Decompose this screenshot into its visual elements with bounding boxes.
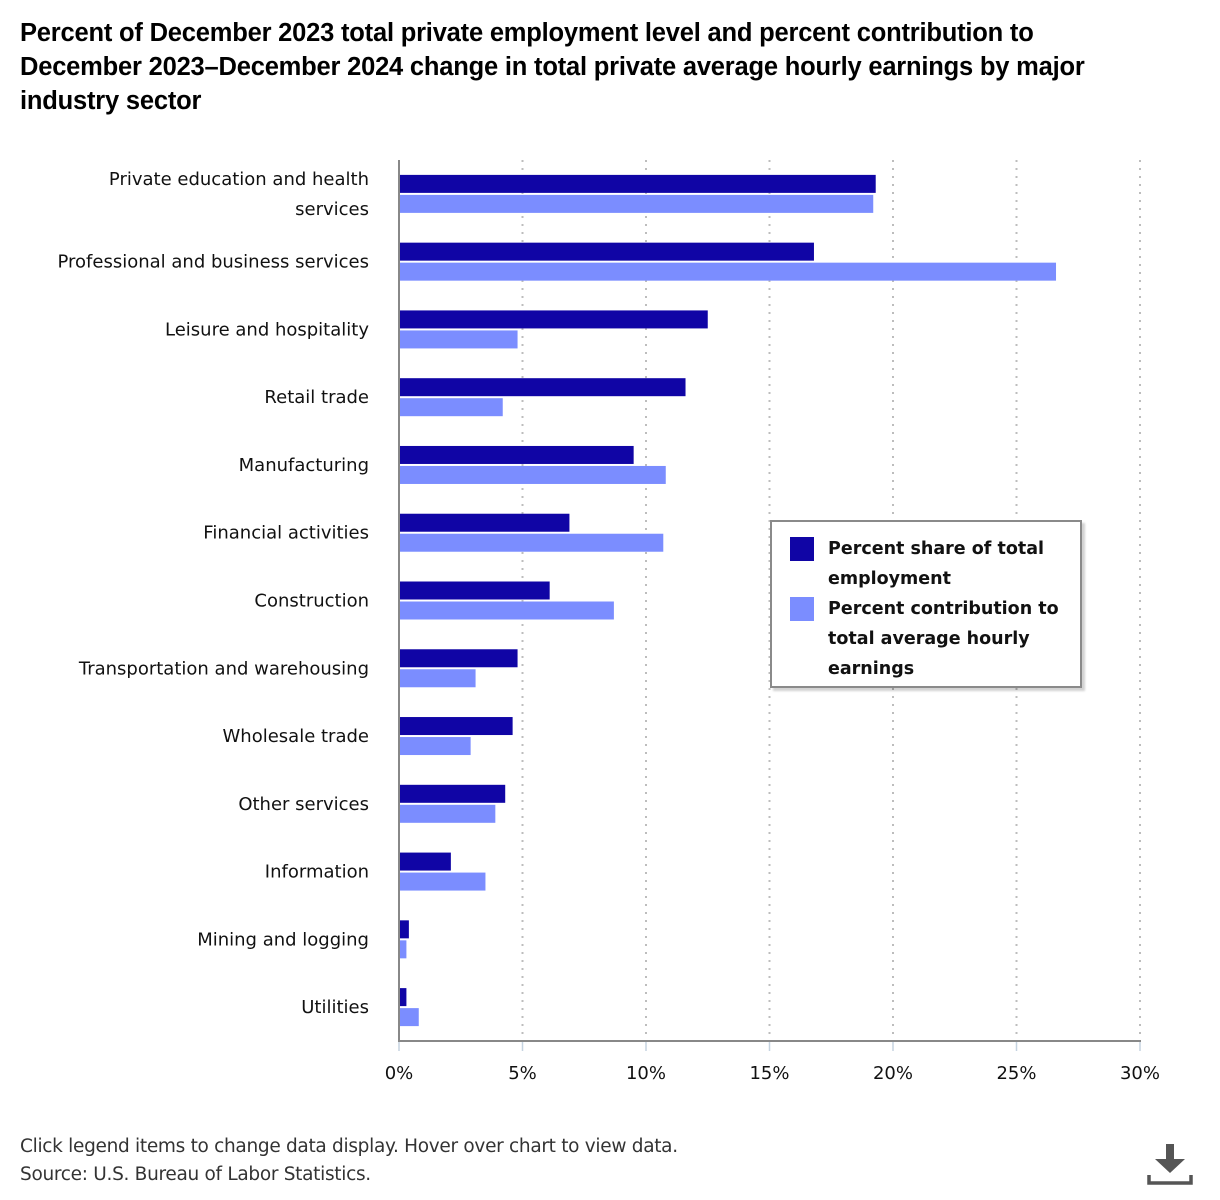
legend-item-employment-share[interactable]: Percent share of total employment	[790, 534, 1080, 594]
category-label-line: Transportation and warehousing	[78, 658, 369, 679]
bar-utilities-earnings-contribution[interactable]	[400, 1008, 419, 1027]
download-button[interactable]	[1144, 1140, 1194, 1190]
legend-label-earnings-contribution: Percent contribution to total average ho…	[828, 594, 1078, 684]
x-tick-label: 25%	[996, 1063, 1036, 1084]
legend-label-line: total average hourly	[828, 629, 1030, 649]
bar-retail-trade-earnings-contribution[interactable]	[400, 398, 503, 417]
category-label-other-services: Other services	[238, 794, 369, 815]
bar-financial-activities-employment-share[interactable]	[400, 513, 570, 532]
legend-label-line: employment	[828, 569, 951, 589]
category-label-line: Private education and health	[109, 169, 369, 190]
x-tick-label: 5%	[508, 1063, 537, 1084]
bar-construction-earnings-contribution[interactable]	[400, 601, 614, 620]
x-tick-label: 30%	[1120, 1063, 1160, 1084]
legend-item-earnings-contribution[interactable]: Percent contribution to total average ho…	[790, 594, 1080, 684]
category-label-utilities: Utilities	[301, 997, 369, 1018]
bar-chart[interactable]: Private education and health services Prof…	[0, 0, 1220, 1120]
category-label-leisure-and-hospitality: Leisure and hospitality	[165, 319, 369, 340]
bar-professional-and-business-services-earnings-contribution[interactable]	[400, 262, 1057, 281]
bar-transportation-and-warehousing-employment-share[interactable]	[400, 649, 518, 668]
legend-swatch-earnings-contribution	[790, 597, 814, 621]
bars[interactable]	[400, 174, 1057, 1027]
category-label-line: Leisure and hospitality	[165, 319, 369, 340]
bar-retail-trade-employment-share[interactable]	[400, 378, 686, 397]
category-label-line: Information	[265, 862, 369, 883]
bar-leisure-and-hospitality-employment-share[interactable]	[400, 310, 708, 329]
category-label-professional-and-business-services: Professional and business services	[57, 252, 369, 273]
category-label-manufacturing: Manufacturing	[239, 455, 369, 476]
legend-swatch-employment-share	[790, 537, 814, 561]
bar-other-services-employment-share[interactable]	[400, 784, 506, 803]
bar-information-earnings-contribution[interactable]	[400, 872, 486, 891]
bar-mining-and-logging-earnings-contribution[interactable]	[400, 940, 407, 959]
x-tick-label: 10%	[626, 1063, 666, 1084]
legend-label-employment-share: Percent share of total employment	[828, 534, 1078, 594]
category-label-retail-trade: Retail trade	[264, 387, 369, 408]
category-label-line: Mining and logging	[197, 929, 369, 950]
category-label-information: Information	[265, 862, 369, 883]
x-tick-label: 15%	[749, 1063, 789, 1084]
bar-leisure-and-hospitality-earnings-contribution[interactable]	[400, 330, 518, 349]
chart-title: Percent of December 2023 total private e…	[20, 19, 1085, 115]
bar-wholesale-trade-earnings-contribution[interactable]	[400, 737, 471, 756]
footnote-instructions: Click legend items to change data displa…	[20, 1136, 678, 1157]
bar-construction-employment-share[interactable]	[400, 581, 550, 600]
bar-professional-and-business-services-employment-share[interactable]	[400, 242, 814, 261]
legend-label-line: Percent share of total	[828, 539, 1045, 559]
bar-wholesale-trade-employment-share[interactable]	[400, 717, 513, 736]
category-label-line: services	[295, 199, 369, 220]
x-tick-label: 0%	[385, 1063, 414, 1084]
bar-utilities-employment-share[interactable]	[400, 988, 407, 1007]
category-label-line: Retail trade	[264, 387, 369, 408]
axes: 0% 5% 10% 15% 20% 25% 30%	[385, 160, 1160, 1084]
category-label-line: Other services	[238, 794, 369, 815]
category-label-transportation-and-warehousing: Transportation and warehousing	[78, 658, 369, 679]
bar-private-education-and-health-services-earnings-contribution[interactable]	[400, 194, 874, 213]
bar-private-education-and-health-services-employment-share[interactable]	[400, 174, 876, 193]
bar-other-services-earnings-contribution[interactable]	[400, 804, 496, 823]
footnote: Click legend items to change data displa…	[20, 1133, 678, 1189]
category-label-construction: Construction	[254, 591, 369, 612]
category-label-line: Construction	[254, 591, 369, 612]
bar-manufacturing-earnings-contribution[interactable]	[400, 465, 666, 484]
bar-information-employment-share[interactable]	[400, 852, 451, 871]
legend-label-line: earnings	[828, 659, 915, 679]
category-label-line: Manufacturing	[239, 455, 369, 476]
category-label-financial-activities: Financial activities	[203, 523, 369, 544]
category-label-private-education-and-health-services: Private education and health services	[109, 169, 369, 220]
footnote-source: Source: U.S. Bureau of Labor Statistics.	[20, 1164, 371, 1185]
category-label-line: Financial activities	[203, 523, 369, 544]
category-labels: Private education and health services Prof…	[57, 169, 369, 1018]
legend-label-line: Percent contribution to	[828, 599, 1059, 619]
bar-mining-and-logging-employment-share[interactable]	[400, 920, 409, 939]
bar-financial-activities-earnings-contribution[interactable]	[400, 533, 664, 552]
category-label-line: Professional and business services	[57, 252, 369, 273]
category-label-wholesale-trade: Wholesale trade	[223, 726, 370, 747]
bar-transportation-and-warehousing-earnings-contribution[interactable]	[400, 669, 476, 688]
legend: Percent share of total employment Percen…	[770, 520, 1082, 688]
download-icon	[1147, 1144, 1193, 1185]
bar-manufacturing-employment-share[interactable]	[400, 445, 634, 464]
category-label-mining-and-logging: Mining and logging	[197, 929, 369, 950]
x-tick-label: 20%	[873, 1063, 913, 1084]
category-label-line: Wholesale trade	[223, 726, 370, 747]
category-label-line: Utilities	[301, 997, 369, 1018]
